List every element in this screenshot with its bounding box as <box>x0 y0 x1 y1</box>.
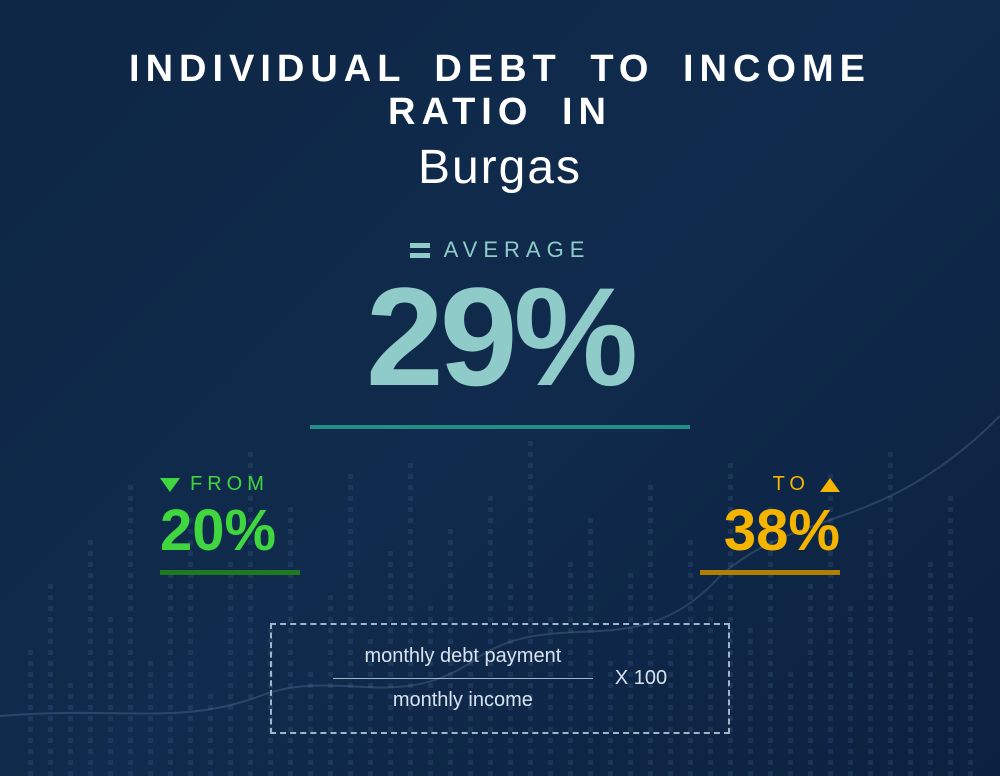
range-row: FROM 20% TO 38% <box>60 473 940 575</box>
from-block: FROM 20% <box>160 473 300 575</box>
triangle-down-icon <box>160 478 180 492</box>
to-label: TO <box>773 473 810 496</box>
formula-denominator: monthly income <box>393 689 533 712</box>
average-value: 29% <box>60 267 940 407</box>
to-block: TO 38% <box>700 473 840 575</box>
formula-fraction: monthly debt payment monthly income <box>333 645 593 712</box>
to-value: 38% <box>700 502 840 560</box>
triangle-up-icon <box>820 478 840 492</box>
from-label: FROM <box>190 473 269 496</box>
from-value: 20% <box>160 502 300 560</box>
title-line-1: INDIVIDUAL DEBT TO INCOME RATIO IN <box>60 48 940 134</box>
formula-numerator: monthly debt payment <box>364 645 561 668</box>
content-wrapper: INDIVIDUAL DEBT TO INCOME RATIO IN Burga… <box>0 0 1000 734</box>
to-underline <box>700 570 840 575</box>
average-underline <box>310 425 690 429</box>
equals-icon <box>410 243 430 258</box>
fraction-line <box>333 678 593 679</box>
formula-multiplier: X 100 <box>615 667 667 690</box>
formula-box: monthly debt payment monthly income X 10… <box>270 623 730 734</box>
title-line-2: Burgas <box>60 140 940 195</box>
from-underline <box>160 570 300 575</box>
